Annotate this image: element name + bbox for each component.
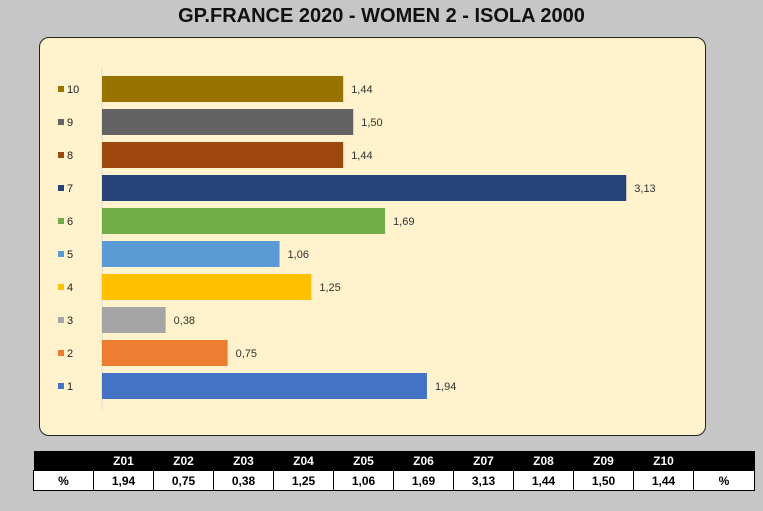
legend-swatch-2 <box>58 350 64 356</box>
data-label-7: 3,13 <box>634 183 655 195</box>
legend-label-6: 6 <box>67 216 73 228</box>
bar-8 <box>102 142 344 168</box>
table-header-cell: Z01 <box>93 451 154 471</box>
legend-swatch-10 <box>58 86 64 92</box>
table-cell: 3,13 <box>453 470 514 491</box>
data-label-5: 1,06 <box>288 249 309 261</box>
table-cell: 1,69 <box>393 470 454 491</box>
legend-label-3: 3 <box>67 315 73 327</box>
table-header-cell: Z06 <box>393 451 454 471</box>
legend-label-10: 10 <box>67 84 79 96</box>
data-label-2: 0,75 <box>236 348 257 360</box>
data-label-8: 1,44 <box>351 150 372 162</box>
bar-2 <box>102 340 228 366</box>
legend-label-5: 5 <box>67 249 73 261</box>
bar-7 <box>102 175 627 201</box>
table-header-cell: Z03 <box>213 451 274 471</box>
table-cell: 0,38 <box>213 470 274 491</box>
data-label-9: 1,50 <box>361 117 382 129</box>
bar-5 <box>102 241 280 267</box>
data-label-4: 1,25 <box>319 282 340 294</box>
bar-4 <box>102 274 312 300</box>
legend-swatch-5 <box>58 251 64 257</box>
legend-label-9: 9 <box>67 117 73 129</box>
table-header-cell <box>693 451 755 471</box>
table-header-cell: Z10 <box>633 451 694 471</box>
table-cell: 1,25 <box>273 470 334 491</box>
bar-1 <box>102 373 427 399</box>
bar-3 <box>102 307 166 333</box>
data-table: Z01 Z02 Z03 Z04 Z05 Z06 Z07 Z08 Z09 Z10 % 1,94 0,75… <box>33 451 755 491</box>
legend-label-4: 4 <box>67 282 73 294</box>
table-header-cell: Z02 <box>153 451 214 471</box>
table-cell: 1,44 <box>513 470 574 491</box>
legend-swatch-8 <box>58 152 64 158</box>
legend-label-1: 1 <box>67 381 73 393</box>
data-label-10: 1,44 <box>351 84 372 96</box>
data-label-3: 0,38 <box>174 315 195 327</box>
legend-label-7: 7 <box>67 183 73 195</box>
data-label-1: 1,94 <box>435 381 456 393</box>
chart-title: GP.FRANCE 2020 - WOMEN 2 - ISOLA 2000 <box>178 5 585 27</box>
legend-swatch-9 <box>58 119 64 125</box>
legend-swatch-3 <box>58 317 64 323</box>
table-header-cell <box>33 451 94 471</box>
table-header-cell: Z09 <box>573 451 634 471</box>
legend-swatch-6 <box>58 218 64 224</box>
table-cell: % <box>693 470 755 491</box>
legend-swatch-7 <box>58 185 64 191</box>
bar-chart: 1,44 10 1,50 9 1,44 8 3,13 7 1,69 6 1,06 5 1,25 4 0,38… <box>58 68 656 410</box>
table-header-row: Z01 Z02 Z03 Z04 Z05 Z06 Z07 Z08 Z09 Z10 <box>33 451 755 471</box>
legend-swatch-1 <box>58 383 64 389</box>
table-header-cell: Z05 <box>333 451 394 471</box>
legend-label-8: 8 <box>67 150 73 162</box>
table-row: % 1,94 0,75 0,38 1,25 1,06 1,69 3,13 1,44 1,50 1,4… <box>33 470 755 491</box>
legend-label-2: 2 <box>67 348 73 360</box>
legend-swatch-4 <box>58 284 64 290</box>
table-header-cell: Z07 <box>453 451 514 471</box>
table-cell: 1,44 <box>633 470 694 491</box>
bar-10 <box>102 76 344 102</box>
table-cell: 1,50 <box>573 470 634 491</box>
table-cell: 1,94 <box>93 470 154 491</box>
bar-6 <box>102 208 386 234</box>
table-cell: % <box>33 470 94 491</box>
table-header-cell: Z04 <box>273 451 334 471</box>
table-header-cell: Z08 <box>513 451 574 471</box>
table-cell: 1,06 <box>333 470 394 491</box>
data-label-6: 1,69 <box>393 216 414 228</box>
table-cell: 0,75 <box>153 470 214 491</box>
bar-9 <box>102 109 354 135</box>
chart-panel: 1,44 10 1,50 9 1,44 8 3,13 7 1,69 6 1,06 5 1,25 4 0,38… <box>39 37 706 436</box>
